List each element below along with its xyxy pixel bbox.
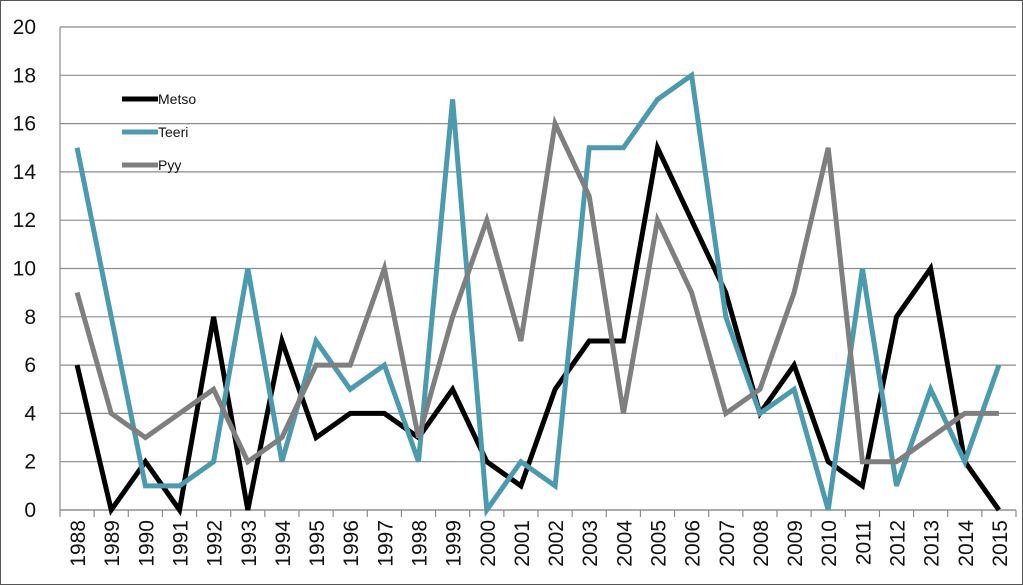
x-tick-label-1995: 1995 (306, 520, 329, 567)
y-tick-label: 20 (13, 16, 36, 39)
x-tick-label-1996: 1996 (340, 520, 363, 567)
x-tick-label-2008: 2008 (750, 520, 773, 567)
x-tick-label-2004: 2004 (613, 520, 636, 567)
legend-label-metso: Metso (158, 91, 196, 107)
y-tick-label: 18 (13, 64, 36, 87)
x-tick-label-1993: 1993 (238, 520, 261, 567)
legend-label-pyy: Pyy (158, 157, 181, 173)
x-tick-label-2000: 2000 (477, 520, 500, 567)
axes (59, 27, 1017, 517)
x-tick-label-2012: 2012 (887, 520, 910, 567)
x-tick-label-2005: 2005 (648, 520, 671, 567)
x-tick-label-1994: 1994 (272, 520, 295, 567)
x-tick-label-2002: 2002 (545, 520, 568, 567)
y-tick-label: 16 (13, 113, 36, 136)
x-tick-label-2013: 2013 (921, 520, 944, 567)
series-line-pyy (74, 115, 999, 466)
legend-label-teeri: Teeri (158, 124, 188, 140)
x-tick-label-1988: 1988 (67, 520, 90, 567)
y-tick-label: 4 (24, 402, 36, 425)
y-tick-label: 6 (24, 354, 36, 377)
y-tick-label: 12 (13, 209, 36, 232)
x-tick-label-1989: 1989 (101, 520, 124, 567)
y-tick-label: 2 (24, 451, 36, 474)
x-tick-label-1991: 1991 (170, 520, 193, 567)
x-tick-label-1990: 1990 (135, 520, 158, 567)
x-tick-label-2014: 2014 (955, 520, 978, 567)
y-tick-label: 0 (24, 499, 36, 522)
y-tick-label: 10 (13, 258, 36, 281)
x-tick-label-2007: 2007 (716, 520, 739, 567)
legend: Metso Teeri Pyy (122, 91, 196, 173)
x-tick-label-2010: 2010 (818, 520, 841, 567)
gridlines (60, 26, 1016, 511)
y-tick-labels: 0 2 4 6 8 10 12 14 16 18 20 (13, 16, 37, 522)
x-tick-label-1997: 1997 (374, 520, 397, 567)
x-tick-label-1992: 1992 (204, 520, 227, 567)
x-tick-label-2001: 2001 (511, 520, 534, 567)
x-tick-label-2003: 2003 (579, 520, 602, 567)
y-tick-label: 14 (13, 161, 37, 184)
x-tick-label-2006: 2006 (682, 520, 705, 567)
x-tick-labels: 1988 1989 1990 1991 1992 1993 1994 1995 1996 1997… (67, 520, 1012, 567)
series-lines (74, 70, 1002, 518)
y-tick-label: 8 (24, 306, 36, 329)
series-line-teeri (74, 70, 1002, 518)
x-tick-label-2011: 2011 (852, 520, 875, 565)
x-tick-label-2009: 2009 (784, 520, 807, 567)
x-tick-label-1998: 1998 (409, 520, 432, 567)
x-tick-label-1999: 1999 (443, 520, 466, 567)
x-tick-label-2015: 2015 (989, 520, 1012, 567)
series-line-metso (74, 139, 1001, 517)
